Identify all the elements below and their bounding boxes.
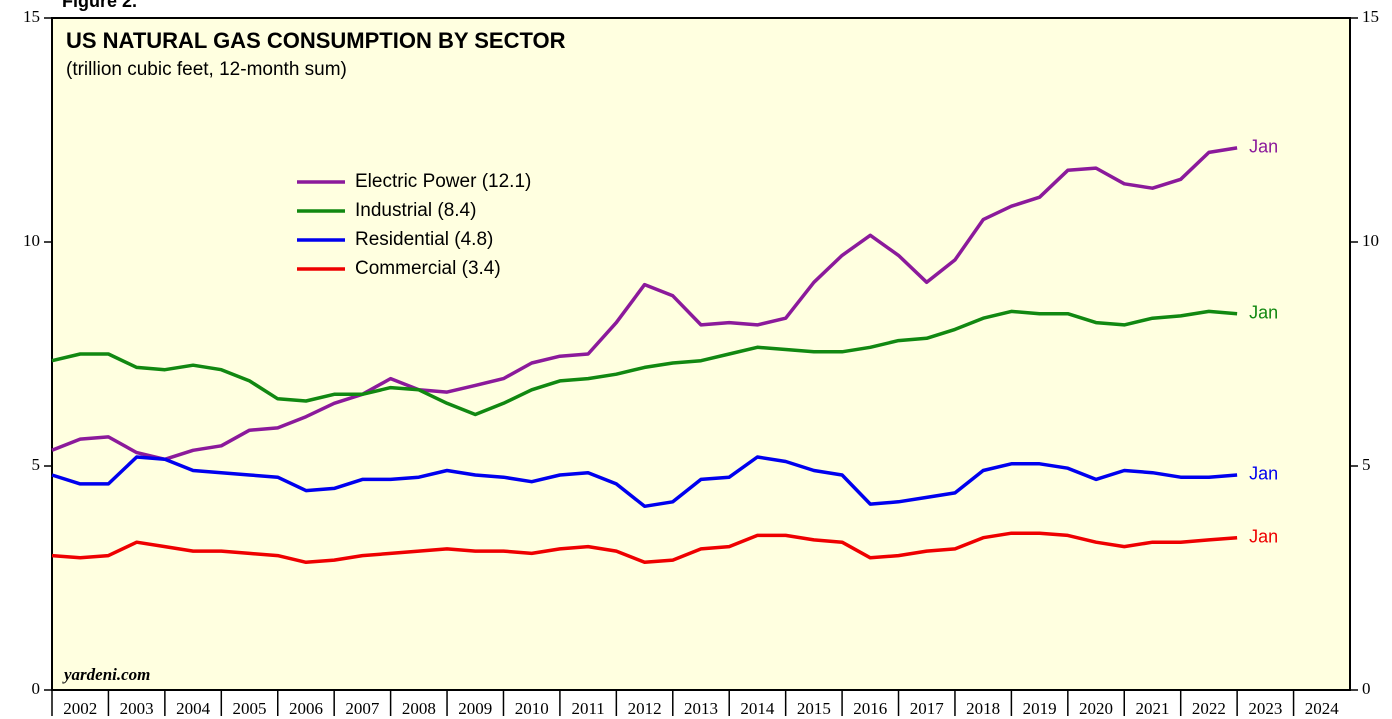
x-tick-label: 2018 [966, 699, 1000, 718]
legend-label: Residential (4.8) [355, 229, 493, 250]
series-line [51, 531, 1238, 565]
legend-label: Commercial (3.4) [355, 258, 501, 279]
y2-tick-label: 5 [1362, 455, 1371, 474]
y2-tick-label: 10 [1362, 231, 1379, 250]
chart-subtitle: (trillion cubic feet, 12-month sum) [66, 59, 347, 80]
x-tick-label: 2023 [1248, 699, 1282, 718]
legend-label: Industrial (8.4) [355, 200, 476, 221]
y2-tick-label: 15 [1362, 7, 1379, 26]
y-tick-label: 15 [23, 7, 40, 26]
x-tick-label: 2016 [853, 699, 887, 718]
chart-title: US NATURAL GAS CONSUMPTION BY SECTOR [66, 28, 566, 53]
source: yardeni.com [62, 665, 150, 684]
x-tick-label: 2010 [515, 699, 549, 718]
y-tick-label: 10 [23, 231, 40, 250]
series-line [51, 309, 1238, 417]
x-tick-label: 2006 [289, 699, 323, 718]
legend-label: Electric Power (12.1) [355, 171, 531, 192]
x-tick-label: 2004 [176, 699, 211, 718]
x-tick-label: 2019 [1023, 699, 1057, 718]
x-tick-label: 2005 [233, 699, 267, 718]
y2-tick-label: 0 [1362, 679, 1371, 698]
end-label: Jan [1249, 137, 1278, 157]
series-line [51, 455, 1238, 509]
x-tick-label: 2024 [1305, 699, 1340, 718]
x-tick-label: 2012 [628, 699, 662, 718]
x-tick-label: 2015 [797, 699, 831, 718]
x-tick-label: 2017 [910, 699, 945, 718]
y-tick-label: 5 [32, 455, 41, 474]
x-tick-label: 2003 [120, 699, 154, 718]
x-tick-label: 2011 [571, 699, 604, 718]
end-label: Jan [1249, 464, 1278, 484]
x-tick-label: 2002 [63, 699, 97, 718]
y-tick-label: 0 [32, 679, 41, 698]
x-tick-label: 2007 [345, 699, 380, 718]
x-tick-label: 2008 [402, 699, 436, 718]
plot-area [51, 17, 1351, 691]
x-tick-label: 2009 [458, 699, 492, 718]
x-tick-label: 2013 [684, 699, 718, 718]
x-tick-label: 2022 [1192, 699, 1226, 718]
x-tick-label: 2014 [740, 699, 775, 718]
x-tick-label: 2021 [1135, 699, 1169, 718]
figure-label: Figure 2. [62, 0, 137, 11]
end-label: Jan [1249, 526, 1278, 546]
x-tick-label: 2020 [1079, 699, 1113, 718]
series-line [51, 146, 1238, 462]
end-label: Jan [1249, 302, 1278, 322]
